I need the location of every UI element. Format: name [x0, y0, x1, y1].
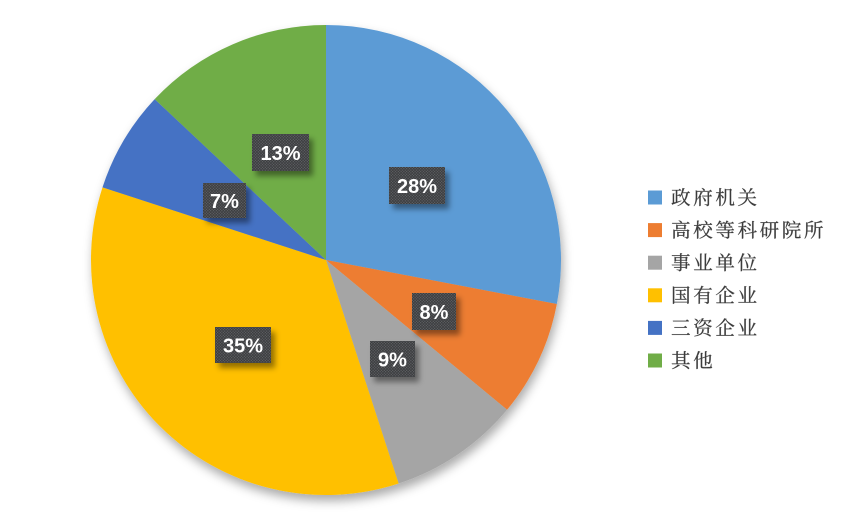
svg-text:9%: 9%	[378, 350, 407, 372]
svg-text:8%: 8%	[420, 302, 449, 324]
svg-text:28%: 28%	[397, 176, 437, 198]
svg-text:35%: 35%	[223, 336, 263, 358]
svg-text:13%: 13%	[260, 143, 300, 165]
svg-text:7%: 7%	[210, 191, 239, 213]
